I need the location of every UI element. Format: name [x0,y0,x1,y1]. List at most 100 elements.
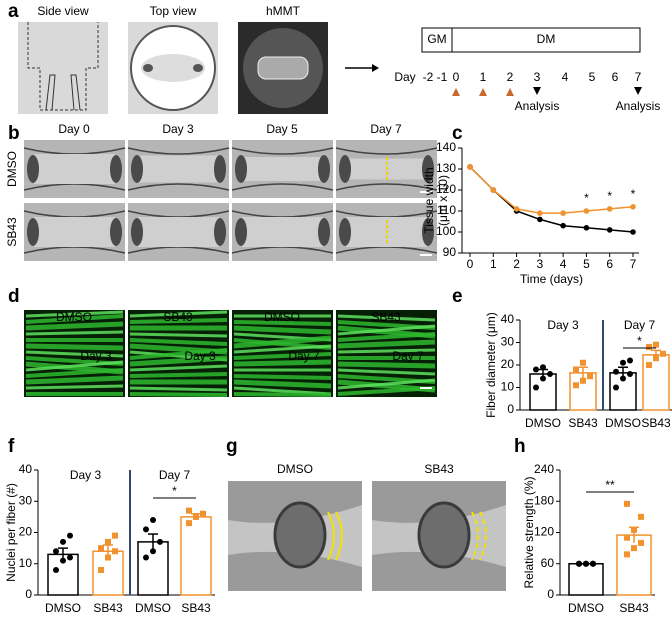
day-tick: -1 [437,70,448,84]
post [193,64,203,72]
fiber [25,321,124,331]
condition-label: SB43 [424,462,454,476]
data-point [490,187,497,193]
condition-label: DMSO [5,151,19,187]
post [131,218,143,246]
condition-label: DMSO [277,462,313,476]
bar [137,541,169,596]
day-tick: 6 [612,70,619,84]
y-tick-label: 0 [547,587,554,601]
fiber [337,332,436,342]
data-point [624,534,630,541]
data-point [60,557,66,564]
fiber [25,330,124,336]
tissue [242,157,323,181]
fiber [25,375,124,385]
tissue-edge [23,147,126,191]
y-tick-label: 20 [501,357,515,371]
data-point [627,371,633,377]
data-point [143,526,149,533]
data-point [53,567,59,573]
tissue-edge [231,210,334,254]
post [27,218,39,246]
group-label: Day 3 [70,468,102,482]
fiber [129,318,228,324]
post [318,155,330,183]
data-point [660,350,666,357]
x-tick-label: 2 [513,257,520,271]
fiber [25,350,124,358]
image-day: Day 3 [184,349,216,363]
significance: ** [605,478,615,492]
x-tick-label: 6 [606,257,613,271]
panel-label: b [8,123,20,144]
treatment-marker [479,88,487,96]
y-tick-label: 30 [501,335,515,349]
arrow-head [372,64,379,72]
fiber [129,310,228,318]
y-tick-label: 120 [436,182,456,196]
fiber [129,355,228,367]
tissue-edge [23,210,126,254]
data-point [613,384,619,391]
panel-label: h [514,436,526,457]
data-point [620,359,626,366]
fiber [129,338,228,346]
day-tick: 5 [589,70,596,84]
post [235,218,247,246]
data-point [533,366,539,373]
panel-label: f [8,436,15,457]
tissue-edge [127,210,230,254]
fiber [233,359,332,367]
data-point [513,206,520,212]
group-label: Day 7 [624,318,656,332]
data-point [150,548,156,555]
view-title: Top view [150,4,197,18]
data-point [606,206,613,212]
y-tick-label: 10 [19,556,33,570]
tissue [34,154,115,184]
y-tick-label: 110 [437,203,456,217]
post [235,155,247,183]
x-tick-label: DMSO [135,601,171,615]
y-tick-label: 90 [443,245,457,259]
phase-label: DM [537,32,556,46]
side-view-posts [45,74,81,111]
post [417,501,471,569]
x-tick-label: DMSO [45,601,81,615]
fiber [25,310,124,318]
y-tick-label: 30 [19,493,33,507]
post [214,218,226,246]
data-point [646,344,652,350]
image-condition: SB43 [371,310,401,324]
image-day: Day 3 [80,349,112,363]
fiber [233,392,332,397]
data-point [613,368,619,375]
bar [47,553,79,596]
fiber [25,360,124,372]
fiber [337,339,436,349]
data-point [157,538,163,545]
y-tick-label: 240 [534,462,554,476]
width-marker [471,511,487,561]
hmmt-slot [257,56,309,80]
post [214,155,226,183]
data-point [533,384,539,391]
y-tick-label: 0 [507,402,514,416]
significance: * [607,189,612,203]
fiber [129,332,228,338]
fiber [233,344,332,354]
post [27,155,39,183]
x-tick-label: DMSO [525,416,561,430]
data-point [606,227,613,233]
data-point [646,362,652,368]
fiber [233,320,332,326]
post [110,155,122,183]
data-point [583,225,590,231]
data-point [105,554,111,561]
image-condition: DMSO [56,310,92,324]
data-point [631,526,637,533]
y-tick-label: 100 [436,224,456,238]
day-header: Day 0 [58,122,90,136]
panel-label: g [226,436,238,457]
